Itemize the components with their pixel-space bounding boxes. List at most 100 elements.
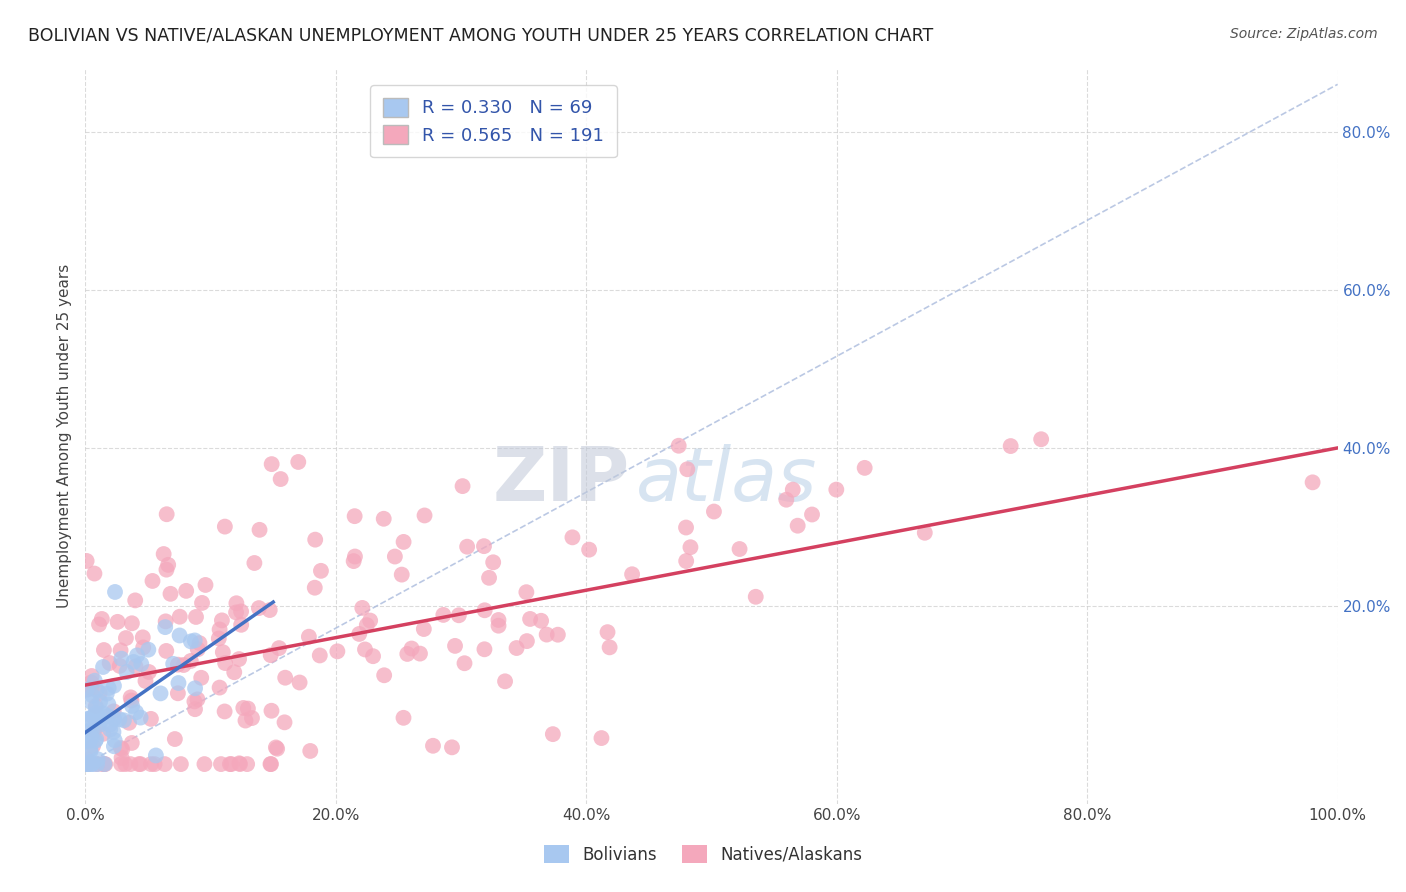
Point: [352, 601, 374, 615]
Point: [173, 658, 195, 673]
Point: [183, 633, 205, 648]
Point: [453, 657, 475, 671]
Point: [391, 567, 413, 582]
Point: [77, 757, 100, 772]
Point: [89, 717, 111, 731]
Point: [209, 757, 232, 772]
Point: [98, 656, 121, 670]
Point: [97, 709, 120, 723]
Point: [343, 549, 366, 564]
Point: [93, 757, 115, 772]
Point: [270, 472, 292, 486]
Point: [231, 617, 253, 632]
Point: [392, 535, 415, 549]
Point: [264, 740, 287, 755]
Point: [110, 757, 132, 772]
Point: [97, 697, 120, 711]
Point: [478, 571, 501, 585]
Point: [170, 757, 193, 772]
Point: [599, 640, 621, 655]
Point: [110, 751, 132, 765]
Point: [775, 492, 797, 507]
Point: [186, 692, 208, 706]
Point: [80, 723, 103, 738]
Point: [76, 757, 98, 772]
Point: [1302, 475, 1324, 490]
Point: [308, 648, 330, 663]
Point: [93, 727, 115, 741]
Point: [163, 732, 186, 747]
Text: atlas: atlas: [637, 444, 818, 516]
Point: [675, 520, 697, 534]
Point: [232, 701, 254, 715]
Point: [825, 483, 848, 497]
Point: [412, 622, 434, 636]
Point: [84, 706, 107, 720]
Point: [309, 564, 332, 578]
Point: [96, 687, 118, 701]
Point: [299, 744, 322, 758]
Point: [115, 631, 138, 645]
Point: [266, 741, 288, 756]
Point: [82, 710, 104, 724]
Point: [84, 701, 107, 715]
Point: [183, 694, 205, 708]
Point: [224, 665, 246, 680]
Point: [82, 739, 104, 753]
Point: [155, 563, 177, 577]
Point: [108, 658, 131, 673]
Point: [530, 614, 553, 628]
Point: [235, 714, 257, 728]
Point: [536, 627, 558, 641]
Point: [155, 615, 177, 629]
Point: [83, 673, 105, 688]
Point: [676, 462, 699, 476]
Point: [114, 757, 136, 772]
Point: [451, 479, 474, 493]
Point: [94, 757, 117, 772]
Point: [591, 731, 613, 745]
Point: [132, 640, 155, 655]
Point: [143, 757, 166, 772]
Point: [516, 634, 538, 648]
Text: Source: ZipAtlas.com: Source: ZipAtlas.com: [1230, 27, 1378, 41]
Point: [82, 689, 104, 703]
Point: [76, 752, 98, 766]
Point: [447, 608, 470, 623]
Point: [139, 757, 162, 772]
Point: [273, 715, 295, 730]
Point: [124, 593, 146, 607]
Point: [260, 457, 283, 471]
Point: [108, 712, 131, 726]
Point: [120, 690, 142, 705]
Point: [354, 642, 377, 657]
Point: [97, 681, 120, 695]
Point: [87, 617, 110, 632]
Point: [77, 712, 100, 726]
Point: [703, 504, 725, 518]
Point: [786, 518, 808, 533]
Point: [488, 618, 510, 632]
Point: [214, 705, 236, 719]
Point: [89, 715, 111, 730]
Point: [169, 628, 191, 642]
Legend: Bolivians, Natives/Alaskans: Bolivians, Natives/Alaskans: [537, 838, 869, 871]
Point: [82, 757, 104, 772]
Point: [208, 632, 231, 646]
Point: [76, 757, 98, 772]
Point: [129, 757, 152, 772]
Point: [80, 757, 103, 772]
Point: [80, 669, 103, 683]
Point: [373, 512, 395, 526]
Point: [138, 642, 160, 657]
Point: [259, 603, 281, 617]
Point: [249, 523, 271, 537]
Point: [84, 732, 107, 747]
Point: [80, 731, 103, 746]
Point: [156, 508, 179, 522]
Point: [515, 585, 537, 599]
Point: [138, 665, 160, 679]
Point: [84, 734, 107, 748]
Point: [444, 639, 467, 653]
Point: [110, 741, 132, 756]
